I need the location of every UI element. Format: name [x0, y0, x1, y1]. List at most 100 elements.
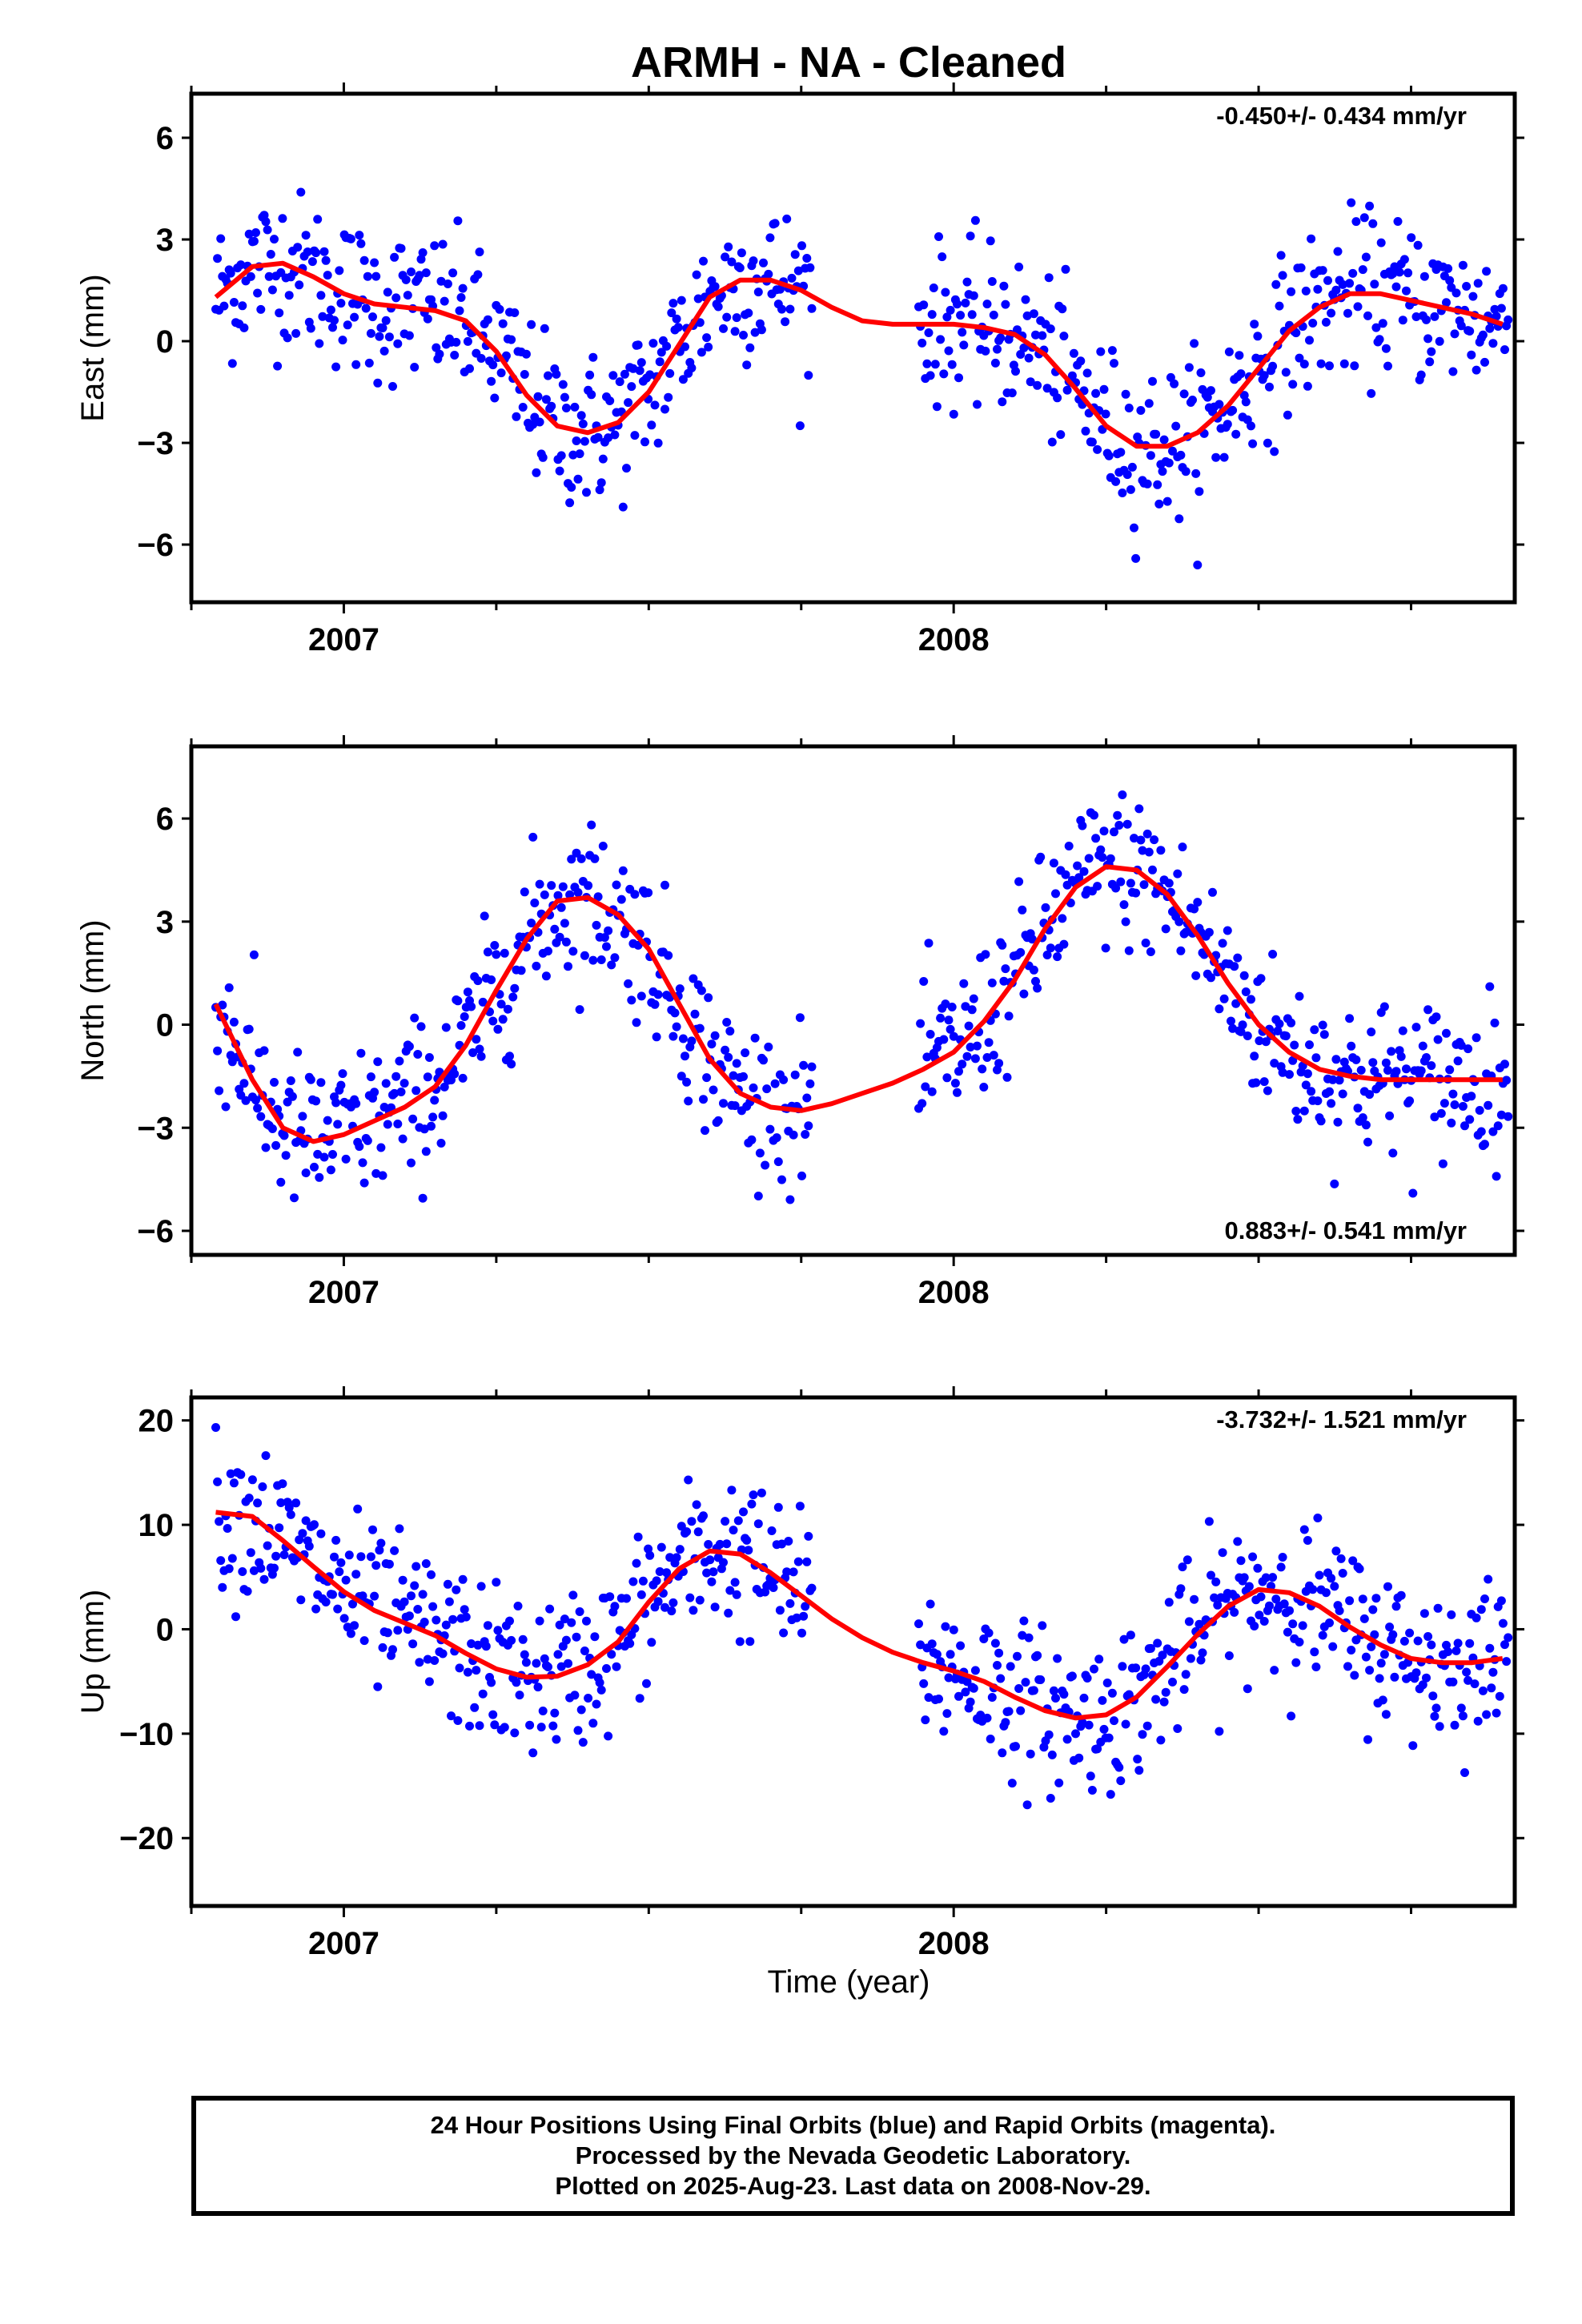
data-point — [278, 1479, 287, 1489]
data-point — [942, 1709, 952, 1719]
data-point — [1398, 1026, 1407, 1035]
data-point — [552, 369, 561, 379]
data-point — [333, 1120, 343, 1129]
data-point — [1480, 1594, 1489, 1603]
data-point — [441, 1023, 451, 1032]
data-point — [1261, 1573, 1271, 1582]
data-point — [1321, 317, 1331, 327]
data-point — [1236, 369, 1246, 379]
data-point — [393, 1626, 403, 1635]
data-point — [739, 331, 748, 340]
data-point — [984, 1038, 994, 1047]
data-point — [1472, 365, 1481, 375]
data-point — [472, 1035, 481, 1044]
data-point — [1448, 1089, 1458, 1099]
y-axis-label: Up (mm) — [75, 1590, 110, 1715]
data-point — [1098, 853, 1107, 862]
data-point — [1396, 1051, 1406, 1061]
data-point — [578, 419, 588, 428]
data-point — [807, 304, 817, 313]
data-point — [1368, 1605, 1378, 1614]
data-point — [515, 1691, 524, 1700]
data-point — [1327, 308, 1336, 318]
data-point — [507, 335, 516, 344]
data-point — [1359, 213, 1369, 223]
data-point — [921, 1715, 930, 1725]
data-point — [460, 1605, 469, 1614]
data-point — [1363, 1137, 1372, 1147]
data-point — [296, 187, 306, 197]
data-point — [1405, 1096, 1415, 1106]
data-point — [1013, 325, 1022, 335]
data-point — [1482, 267, 1492, 276]
data-point — [1007, 1779, 1017, 1788]
data-points — [211, 790, 1513, 1204]
data-point — [1231, 429, 1241, 439]
data-point — [1308, 319, 1318, 328]
data-point — [669, 299, 678, 308]
data-point — [373, 378, 383, 388]
data-point — [1347, 1646, 1356, 1655]
panel-1: −6 −3 0 3 6 2007 2008 North (mm) 0.883+/- 0.541 … — [75, 735, 1524, 1310]
y-tick-label: 0 — [156, 1612, 174, 1647]
data-point — [573, 474, 583, 484]
data-point — [653, 438, 663, 448]
data-point — [330, 316, 339, 325]
data-point — [1113, 810, 1122, 820]
data-point — [1153, 1638, 1162, 1648]
data-point — [423, 314, 432, 324]
data-point — [1496, 1110, 1506, 1120]
data-point — [572, 436, 581, 445]
data-point — [799, 1060, 809, 1070]
data-point — [341, 1154, 351, 1164]
data-point — [1411, 1668, 1421, 1678]
y-tick-label: −6 — [137, 1214, 174, 1249]
data-point — [1411, 312, 1421, 321]
data-point — [588, 955, 598, 965]
data-point — [1046, 324, 1055, 334]
data-point — [993, 1661, 1002, 1670]
data-point — [949, 409, 958, 419]
data-point — [797, 1171, 806, 1180]
data-point — [604, 926, 613, 935]
data-point — [1502, 1657, 1512, 1667]
data-point — [1310, 1647, 1319, 1657]
data-point — [970, 215, 980, 225]
data-point — [682, 1527, 692, 1537]
data-point — [998, 397, 1007, 407]
data-point — [1439, 1099, 1449, 1108]
data-point — [787, 273, 797, 283]
data-point — [1036, 1675, 1046, 1684]
data-point — [664, 951, 673, 960]
data-point — [301, 1516, 311, 1526]
data-point — [428, 1112, 438, 1122]
data-point — [388, 1645, 397, 1655]
data-point — [318, 312, 327, 321]
data-point — [458, 1073, 468, 1083]
data-point — [588, 1719, 598, 1728]
data-point — [1170, 379, 1179, 388]
data-point — [1029, 1686, 1038, 1695]
data-point — [1453, 1638, 1463, 1648]
data-point — [567, 483, 576, 492]
data-point — [661, 880, 669, 890]
data-point — [361, 304, 371, 313]
data-point — [697, 986, 706, 995]
data-point — [627, 995, 636, 1005]
data-point — [749, 1490, 758, 1500]
data-point — [407, 267, 416, 276]
data-point — [1368, 219, 1378, 228]
data-point — [1119, 900, 1129, 910]
data-point — [1465, 1638, 1475, 1648]
data-point — [528, 832, 538, 842]
data-point — [737, 248, 746, 258]
data-point — [378, 324, 387, 332]
data-point — [1291, 1107, 1301, 1116]
footer-line-plotted: Plotted on 2025-Aug-23. Last data on 200… — [555, 2172, 1151, 2200]
data-point — [678, 375, 688, 384]
data-point — [593, 892, 603, 902]
data-point — [1275, 1019, 1284, 1028]
data-point — [764, 1042, 773, 1051]
data-point — [221, 1102, 231, 1112]
data-point — [1027, 935, 1037, 944]
